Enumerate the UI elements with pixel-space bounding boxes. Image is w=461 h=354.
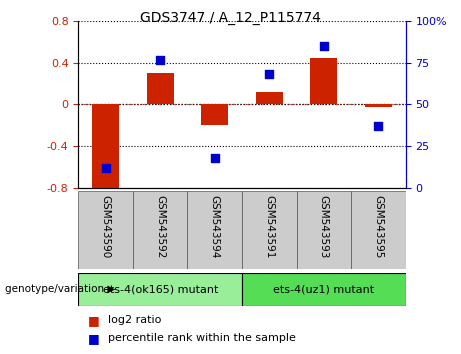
Bar	[296, 191, 351, 269]
Bar	[201, 104, 228, 125]
Text: ■: ■	[88, 332, 99, 344]
Bar	[92, 104, 119, 193]
Bar	[147, 73, 174, 104]
Text: percentile rank within the sample: percentile rank within the sample	[108, 333, 296, 343]
Bar	[365, 104, 392, 107]
Point	[320, 44, 327, 49]
Bar	[256, 92, 283, 104]
Bar	[310, 58, 337, 104]
Text: GSM543590: GSM543590	[100, 195, 111, 258]
Bar	[78, 273, 242, 306]
Text: GSM543594: GSM543594	[210, 195, 220, 258]
Bar	[242, 191, 296, 269]
Point	[211, 155, 219, 160]
Bar	[242, 273, 406, 306]
Text: ets-4(ok165) mutant: ets-4(ok165) mutant	[102, 284, 218, 295]
Text: ■: ■	[88, 314, 99, 327]
Text: GSM543595: GSM543595	[373, 195, 384, 258]
Text: ets-4(uz1) mutant: ets-4(uz1) mutant	[273, 284, 374, 295]
Bar	[78, 191, 133, 269]
Point	[266, 72, 273, 77]
Point	[375, 123, 382, 129]
Bar	[133, 191, 188, 269]
Text: GSM543592: GSM543592	[155, 195, 165, 258]
Text: genotype/variation ▶: genotype/variation ▶	[5, 284, 115, 295]
Point	[157, 57, 164, 62]
Text: GDS3747 / A_12_P115774: GDS3747 / A_12_P115774	[140, 11, 321, 25]
Point	[102, 165, 109, 171]
Text: GSM543593: GSM543593	[319, 195, 329, 258]
Text: log2 ratio: log2 ratio	[108, 315, 162, 325]
Text: GSM543591: GSM543591	[264, 195, 274, 258]
Bar	[351, 191, 406, 269]
Bar	[188, 191, 242, 269]
